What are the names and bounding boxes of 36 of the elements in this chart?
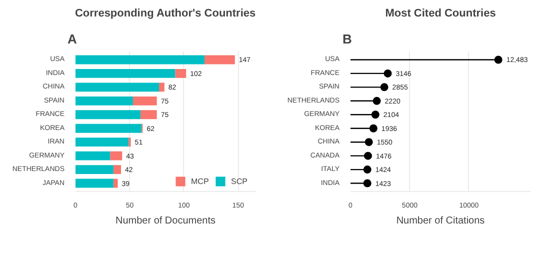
bar [113, 165, 122, 174]
point [384, 69, 392, 78]
bar [76, 55, 205, 64]
bar [113, 178, 118, 188]
point [363, 166, 372, 174]
bar [76, 96, 133, 106]
chart-title: Corresponding Author's Countries [74, 8, 256, 20]
point [363, 179, 372, 188]
bar [175, 69, 186, 78]
x-axis-title: Number of Documents [115, 216, 216, 226]
text: B [342, 32, 352, 46]
bar [76, 178, 114, 188]
bar [140, 110, 157, 120]
point [364, 152, 372, 160]
point [371, 110, 380, 119]
bar [158, 82, 164, 92]
legend-label: MCP [191, 176, 210, 186]
bar [76, 151, 110, 160]
bar [76, 69, 176, 78]
x-axis-title: Number of Citations [396, 216, 485, 226]
legend-label: SCP [231, 176, 248, 186]
chart-title: Most Cited Countries [385, 8, 496, 20]
bar [204, 55, 235, 64]
point [372, 96, 381, 105]
text: A [68, 32, 78, 46]
bar [76, 138, 129, 147]
bar [76, 110, 141, 120]
point [494, 56, 502, 64]
point [380, 83, 388, 92]
bar [110, 151, 122, 160]
bar [76, 82, 159, 92]
bar [132, 96, 157, 106]
bar [76, 165, 114, 174]
bar [76, 124, 142, 133]
point [369, 124, 378, 132]
point [364, 138, 373, 146]
